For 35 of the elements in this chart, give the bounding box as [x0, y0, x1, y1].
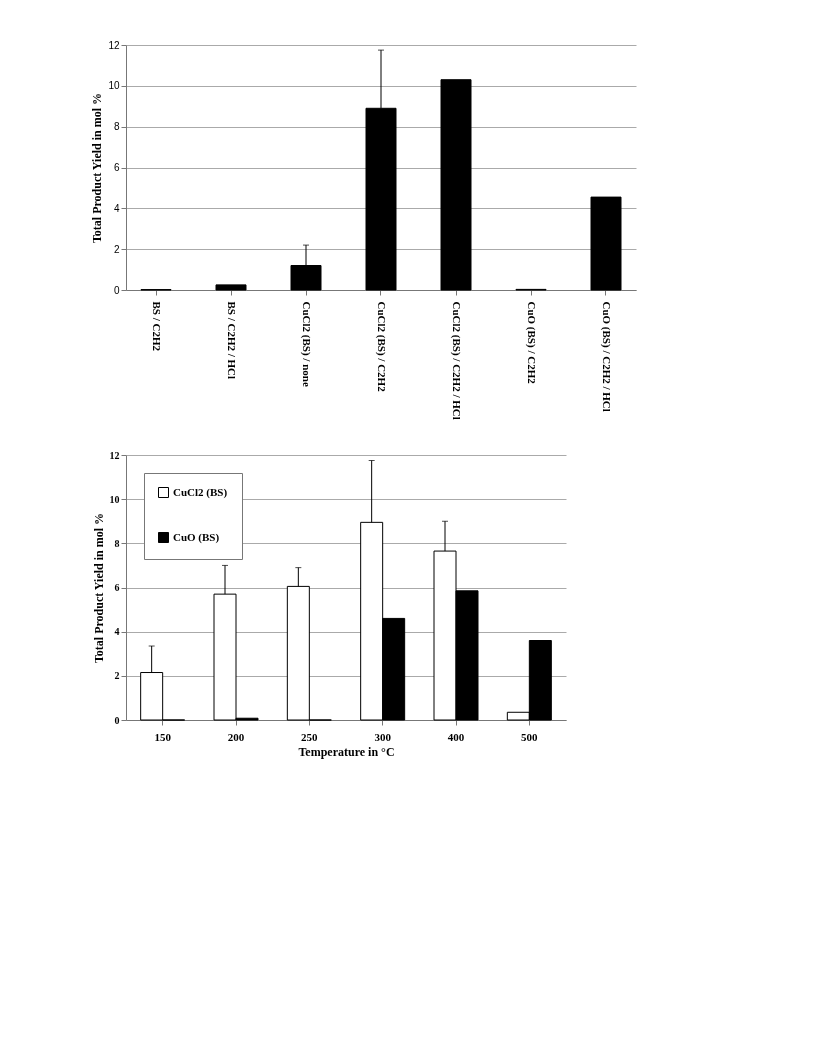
y-tick-label: 12 — [108, 39, 120, 51]
x-tick-label: CuO (BS) / C2H2 — [525, 301, 538, 385]
x-tick-label: CuCl2 (BS) / C2H2 / HCl — [450, 301, 463, 420]
y-tick-label: 12 — [109, 449, 120, 461]
x-tick-label: 200 — [227, 730, 245, 743]
bar — [440, 79, 472, 291]
y-tick-label: 10 — [109, 493, 120, 505]
y-tick-label: 10 — [108, 80, 120, 92]
y-axis-title: Total Product Yield in mol % — [90, 92, 105, 244]
legend-label: CuO (BS) — [173, 530, 220, 544]
bar — [215, 284, 247, 291]
y-tick-label: 8 — [114, 537, 120, 549]
x-tick-label: CuO (BS) / C2H2 / HCl — [600, 301, 613, 412]
x-tick-label: 500 — [521, 730, 539, 743]
y-tick-label: 0 — [114, 714, 120, 726]
x-tick-label: BS / C2H2 — [151, 301, 163, 352]
y-tick-label: 8 — [113, 121, 120, 133]
y-tick-label: 6 — [113, 162, 120, 173]
y-tick-label: 6 — [114, 582, 120, 593]
y-tick-label: 4 — [113, 202, 120, 214]
y-tick-label: 2 — [114, 670, 120, 682]
x-tick-label: CuCl2 (BS) / none — [300, 301, 313, 387]
x-axis-title: Temperature in °C — [298, 744, 395, 759]
y-axis-title: Total Product Yield in mol % — [91, 512, 106, 664]
x-tick-label: 150 — [154, 730, 172, 743]
x-tick-label: 250 — [301, 730, 319, 743]
bar — [590, 196, 622, 291]
x-tick-label: CuCl2 (BS) / C2H2 — [375, 301, 388, 393]
x-tick-label: 400 — [447, 730, 465, 743]
y-tick-label: 0 — [113, 284, 120, 296]
legend-label: CuCl2 (BS) — [173, 485, 228, 499]
y-tick-label: 4 — [114, 626, 120, 638]
y-tick-label: 2 — [113, 243, 120, 255]
x-tick-label: BS / C2H2 / HCl — [226, 301, 238, 380]
x-tick-label: 300 — [374, 730, 392, 743]
